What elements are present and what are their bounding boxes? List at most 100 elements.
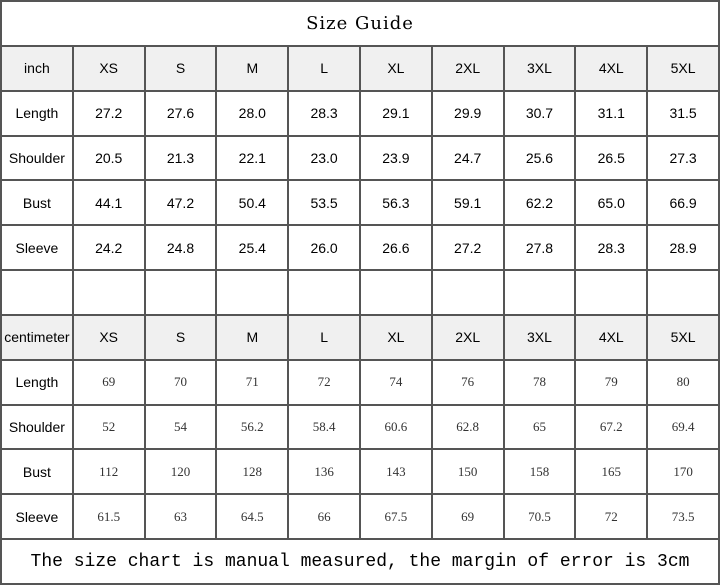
table-row: Bust 44.1 47.2 50.4 53.5 56.3 59.1 62.2 65.0 66.9 — [0, 179, 720, 227]
measurement-value: 120 — [143, 448, 218, 496]
measurement-value: 20.5 — [71, 134, 146, 182]
measurement-value: 67.2 — [574, 403, 649, 451]
size-header: 5XL — [646, 44, 720, 92]
measurement-value: 26.5 — [574, 134, 649, 182]
size-header: 4XL — [574, 313, 649, 361]
size-header: M — [215, 44, 290, 92]
measurement-value: 69.4 — [646, 403, 720, 451]
size-header: 2XL — [430, 44, 505, 92]
measurement-value: 27.2 — [71, 89, 146, 137]
measurement-value: 27.6 — [143, 89, 218, 137]
size-header: L — [287, 313, 361, 361]
measurement-value: 66.9 — [646, 179, 720, 227]
measurement-label: Shoulder — [0, 403, 74, 451]
page-title: Size Guide — [0, 0, 720, 47]
measurement-value: 27.3 — [646, 134, 720, 182]
measurement-label: Sleeve — [0, 224, 74, 272]
measurement-value: 24.2 — [71, 224, 146, 272]
table-row: Length 69 70 71 72 74 76 78 79 80 — [0, 358, 720, 406]
measurement-value: 62.2 — [502, 179, 577, 227]
measurement-value: 112 — [71, 448, 146, 496]
unit-label: inch — [0, 44, 74, 92]
spacer-row — [0, 269, 720, 316]
size-header: 4XL — [574, 44, 649, 92]
size-header: XL — [358, 44, 433, 92]
table-row: Shoulder 52 54 56.2 58.4 60.6 62.8 65 67.2 69.4 — [0, 403, 720, 451]
measurement-value: 170 — [646, 448, 720, 496]
empty-cell — [143, 269, 218, 316]
size-header: 5XL — [646, 313, 720, 361]
measurement-value: 128 — [215, 448, 290, 496]
footer-row: The size chart is manual measured, the m… — [0, 538, 720, 585]
empty-cell — [646, 269, 720, 316]
measurement-value: 143 — [358, 448, 433, 496]
title-row: Size Guide — [0, 0, 720, 47]
measurement-value: 54 — [143, 403, 218, 451]
measurement-value: 65.0 — [574, 179, 649, 227]
size-header: L — [287, 44, 361, 92]
measurement-value: 53.5 — [287, 179, 361, 227]
measurement-value: 28.0 — [215, 89, 290, 137]
measurement-value: 80 — [646, 358, 720, 406]
measurement-value: 158 — [502, 448, 577, 496]
measurement-label: Length — [0, 89, 74, 137]
inch-header-row: inch XS S M L XL 2XL 3XL 4XL 5XL — [0, 44, 720, 92]
measurement-value: 25.6 — [502, 134, 577, 182]
measurement-value: 22.1 — [215, 134, 290, 182]
measurement-value: 63 — [143, 493, 218, 541]
measurement-value: 76 — [430, 358, 505, 406]
measurement-value: 28.9 — [646, 224, 720, 272]
measurement-value: 72 — [287, 358, 361, 406]
size-header: 2XL — [430, 313, 505, 361]
measurement-value: 47.2 — [143, 179, 218, 227]
measurement-label: Shoulder — [0, 134, 74, 182]
measurement-value: 58.4 — [287, 403, 361, 451]
measurement-label: Sleeve — [0, 493, 74, 541]
measurement-value: 59.1 — [430, 179, 505, 227]
measurement-value: 26.6 — [358, 224, 433, 272]
measurement-value: 70.5 — [502, 493, 577, 541]
table-row: Bust 112 120 128 136 143 150 158 165 170 — [0, 448, 720, 496]
measurement-value: 52 — [71, 403, 146, 451]
measurement-value: 56.3 — [358, 179, 433, 227]
unit-label: centimeter — [0, 313, 74, 361]
empty-cell — [215, 269, 290, 316]
measurement-value: 28.3 — [574, 224, 649, 272]
measurement-value: 66 — [287, 493, 361, 541]
measurement-value: 78 — [502, 358, 577, 406]
measurement-value: 69 — [71, 358, 146, 406]
measurement-value: 26.0 — [287, 224, 361, 272]
measurement-value: 24.7 — [430, 134, 505, 182]
measurement-value: 71 — [215, 358, 290, 406]
table-row: Sleeve 24.2 24.8 25.4 26.0 26.6 27.2 27.8 28.3 28… — [0, 224, 720, 272]
size-header: XS — [71, 44, 146, 92]
measurement-value: 25.4 — [215, 224, 290, 272]
measurement-value: 70 — [143, 358, 218, 406]
size-header: S — [143, 44, 218, 92]
empty-cell — [430, 269, 505, 316]
empty-cell — [0, 269, 74, 316]
measurement-value: 29.1 — [358, 89, 433, 137]
measurement-label: Bust — [0, 179, 74, 227]
measurement-value: 27.2 — [430, 224, 505, 272]
measurement-value: 31.1 — [574, 89, 649, 137]
size-header: XS — [71, 313, 146, 361]
table-row: Shoulder 20.5 21.3 22.1 23.0 23.9 24.7 25.6 26.5… — [0, 134, 720, 182]
size-header: XL — [358, 313, 433, 361]
measurement-value: 31.5 — [646, 89, 720, 137]
measurement-value: 165 — [574, 448, 649, 496]
measurement-value: 61.5 — [71, 493, 146, 541]
measurement-value: 136 — [287, 448, 361, 496]
empty-cell — [574, 269, 649, 316]
measurement-value: 67.5 — [358, 493, 433, 541]
measurement-value: 79 — [574, 358, 649, 406]
measurement-value: 30.7 — [502, 89, 577, 137]
measurement-value: 62.8 — [430, 403, 505, 451]
centimeter-header-row: centimeter XS S M L XL 2XL 3XL 4XL 5XL — [0, 313, 720, 361]
measurement-value: 27.8 — [502, 224, 577, 272]
footer-note: The size chart is manual measured, the m… — [0, 538, 720, 585]
measurement-value: 24.8 — [143, 224, 218, 272]
measurement-value: 50.4 — [215, 179, 290, 227]
measurement-value: 64.5 — [215, 493, 290, 541]
table-row: Length 27.2 27.6 28.0 28.3 29.1 29.9 30.7 31.1 31… — [0, 89, 720, 137]
